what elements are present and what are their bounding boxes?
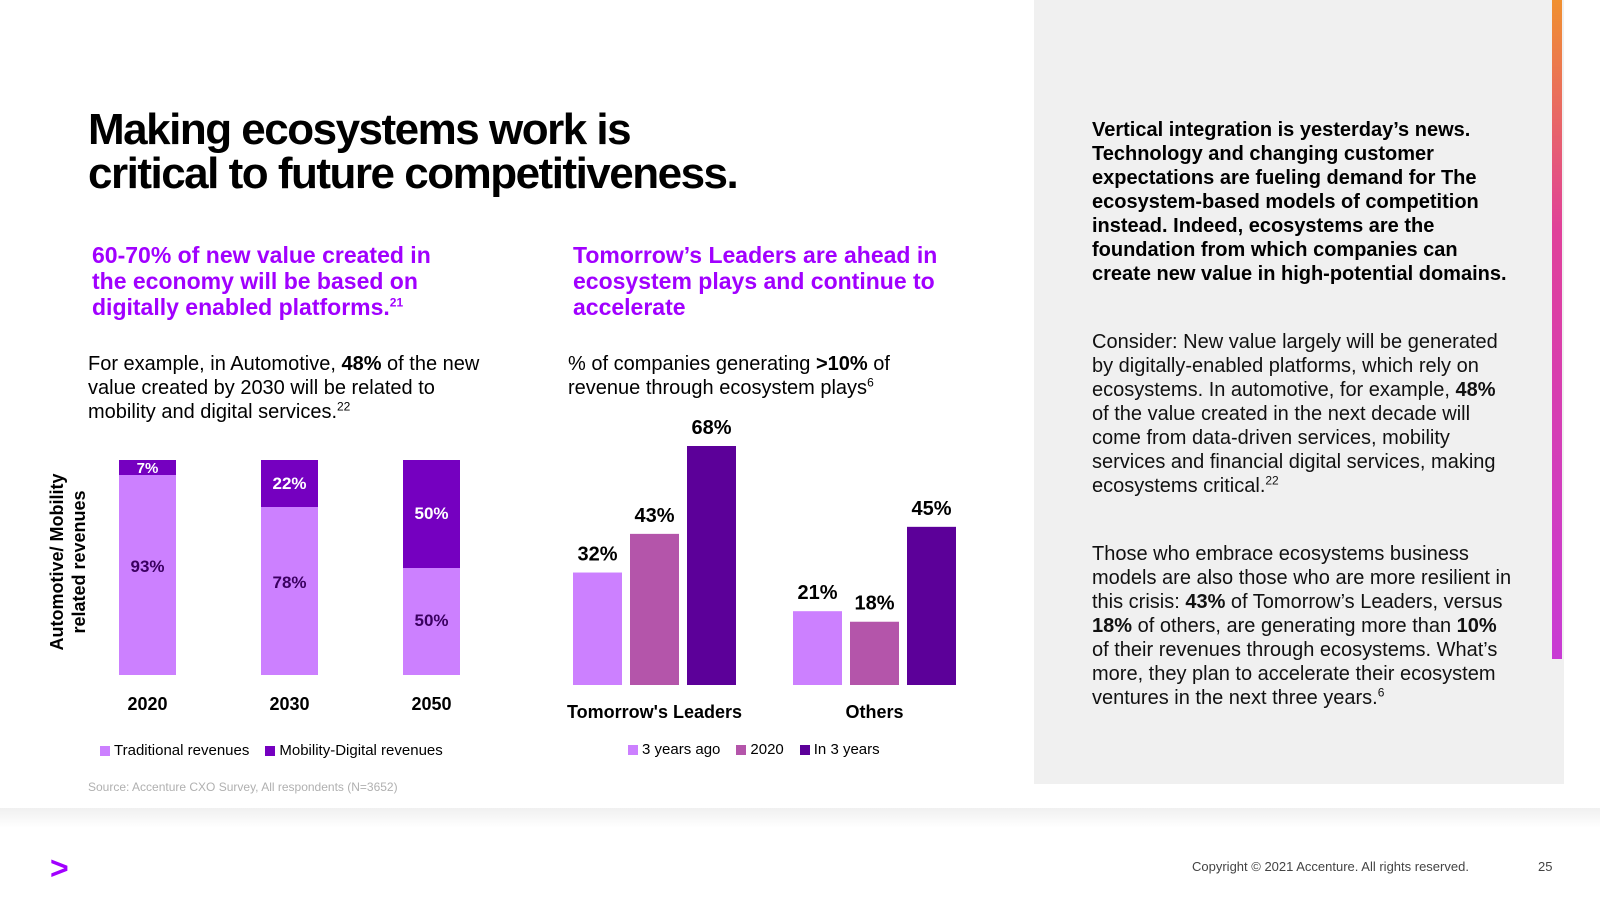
chart2-bar-others-3yrs-ago <box>793 611 842 685</box>
legend-label-2020: 2020 <box>750 741 784 758</box>
chart2-legend: 3 years ago 2020 In 3 years <box>628 741 880 758</box>
chart2-label-tomorrows-leaders-2020: 43% <box>634 505 674 527</box>
legend-item-2020: 2020 <box>736 741 784 758</box>
chart1-label-traditional-2030: 78% <box>272 573 307 593</box>
chart2-category-tomorrows-leaders: Tomorrow's Leaders <box>567 702 742 722</box>
chart2-bar-tomorrows-leaders-3yrs-ago <box>573 572 622 685</box>
page-title: Making ecosystems work is critical to fu… <box>88 108 848 196</box>
chart2-label-tomorrows-leaders-in-3yrs: 68% <box>691 417 731 439</box>
chart2-label-others-3yrs-ago: 21% <box>797 582 837 604</box>
chart2-label-tomorrows-leaders-3yrs-ago: 32% <box>577 544 617 566</box>
legend-label-in-3yrs: In 3 years <box>813 741 880 758</box>
right-body-pre: % of companies generating <box>568 353 816 375</box>
p2-pre: Consider: New value largely will be gene… <box>1092 331 1498 401</box>
chart2-label-others-2020: 18% <box>854 593 894 615</box>
chart2: 32% 43% 68% Tomorrow's Leaders 21% 18% 45% Othe… <box>567 417 956 722</box>
accent-bar <box>1552 0 1562 659</box>
chart2-bar-tomorrows-leaders-2020 <box>630 533 679 685</box>
legend-label-mobility: Mobility-Digital revenues <box>279 742 443 759</box>
chart1-segment-traditional-2020 <box>119 475 176 675</box>
p3-b: 43% <box>1185 591 1226 613</box>
left-body: For example, in Automotive, 48% of the n… <box>88 352 508 424</box>
legend-item-3yrs-ago: 3 years ago <box>628 741 720 758</box>
chart1-category-2020: 2020 <box>127 694 168 714</box>
left-headline: 60-70% of new value created in the econo… <box>92 242 462 320</box>
left-body-ref: 22 <box>337 399 351 414</box>
chart1-category-2050: 2050 <box>411 694 452 714</box>
chart1-label-traditional-2020: 93% <box>130 557 165 577</box>
chart2-category-others: Others <box>845 702 903 722</box>
legend-item-mobility: Mobility-Digital revenues <box>265 742 443 759</box>
p3-c: of Tomorrow’s Leaders, versus <box>1225 591 1503 613</box>
chart1-label-traditional-2050: 50% <box>414 611 449 631</box>
p2-post: of the value created in the next decade … <box>1092 403 1496 497</box>
p3-g: of their revenues through ecosystems. Wh… <box>1092 639 1498 709</box>
left-body-pre: For example, in Automotive, <box>88 353 342 375</box>
p3-f: 10% <box>1456 615 1497 637</box>
chart1-segment-mobility-2020 <box>119 460 176 476</box>
legend-swatch-mobility <box>265 745 276 756</box>
legend-swatch-3yrs-ago <box>628 744 638 755</box>
p2-ref: 22 <box>1265 473 1279 488</box>
chart1-label-mobility-2050: 50% <box>414 503 449 523</box>
chart1-legend: Traditional revenues Mobility-Digital re… <box>100 742 443 759</box>
title-line-1: Making ecosystems work is <box>88 105 632 154</box>
chart1-bar-2020: 93% 7% <box>119 460 176 675</box>
p3-e: of others, are generating more than <box>1132 615 1457 637</box>
right-body-bold: >10% <box>815 353 868 375</box>
chart1-segment-traditional-2030 <box>261 507 318 675</box>
left-body-bold: 48% <box>341 353 382 375</box>
legend-swatch-2020 <box>736 744 747 755</box>
chart1-bar-2050: 50% 50% <box>403 460 460 675</box>
title-line-2: critical to future competitiveness. <box>88 149 739 198</box>
chart2-bar-tomorrows-leaders-in-3yrs <box>687 446 736 685</box>
right-headline: Tomorrow’s Leaders are ahead in ecosyste… <box>573 242 938 320</box>
chart2-label-others-in-3yrs: 45% <box>911 498 951 520</box>
legend-item-in-3yrs: In 3 years <box>799 741 880 758</box>
p3-a: Those who embrace ecosystems business mo… <box>1092 543 1512 613</box>
left-headline-ref: 21 <box>389 295 404 310</box>
right-body-ref: 6 <box>867 375 874 390</box>
legend-item-traditional: Traditional revenues <box>100 742 249 759</box>
chart2-bar-others-in-3yrs <box>907 526 956 685</box>
sidebar-bold-paragraph: Vertical integration is yesterday’s news… <box>1092 119 1507 285</box>
left-body-post: of the new value created by 2030 will be… <box>88 353 480 423</box>
chart1-label-mobility-2020: 7% <box>136 460 159 477</box>
chart2-bar-others-2020 <box>850 621 899 685</box>
chart1-segment-traditional-2050 <box>403 567 460 675</box>
page-number: 25 <box>1538 859 1553 874</box>
chart1-category-2030: 2030 <box>269 694 310 714</box>
p2-bold: 48% <box>1455 379 1496 401</box>
left-headline-text: 60-70% of new value created in the econo… <box>92 242 431 320</box>
chart1-label-mobility-2030: 22% <box>272 473 307 493</box>
right-body-post: of revenue through ecosystem plays <box>568 353 890 399</box>
chart1-segment-mobility-2050 <box>403 460 460 568</box>
copyright: Copyright © 2021 Accenture. All rights r… <box>1192 859 1469 874</box>
source-note: Source: Accenture CXO Survey, All respon… <box>88 780 398 794</box>
sidebar-paragraph-3: Those who embrace ecosystems business mo… <box>1092 542 1512 710</box>
chart1-ylabel: Automotive/ Mobility related revenues <box>47 473 89 651</box>
chart1-segment-mobility-2030 <box>261 460 318 508</box>
p3-ref: 6 <box>1377 685 1385 700</box>
p3-d: 18% <box>1092 615 1133 637</box>
right-body: % of companies generating >10% of revenu… <box>568 352 928 400</box>
accenture-logo-icon: > <box>50 850 69 886</box>
legend-label-traditional: Traditional revenues <box>114 742 250 759</box>
legend-swatch-in-3yrs <box>799 744 810 755</box>
sidebar-paragraph-2: Consider: New value largely will be gene… <box>1092 330 1512 498</box>
chart1-bar-2030: 78% 22% <box>261 460 318 675</box>
sidebar-panel <box>1034 0 1564 784</box>
legend-label-3yrs-ago: 3 years ago <box>642 741 721 758</box>
footer-divider <box>0 808 1600 828</box>
legend-swatch-traditional <box>100 745 110 756</box>
